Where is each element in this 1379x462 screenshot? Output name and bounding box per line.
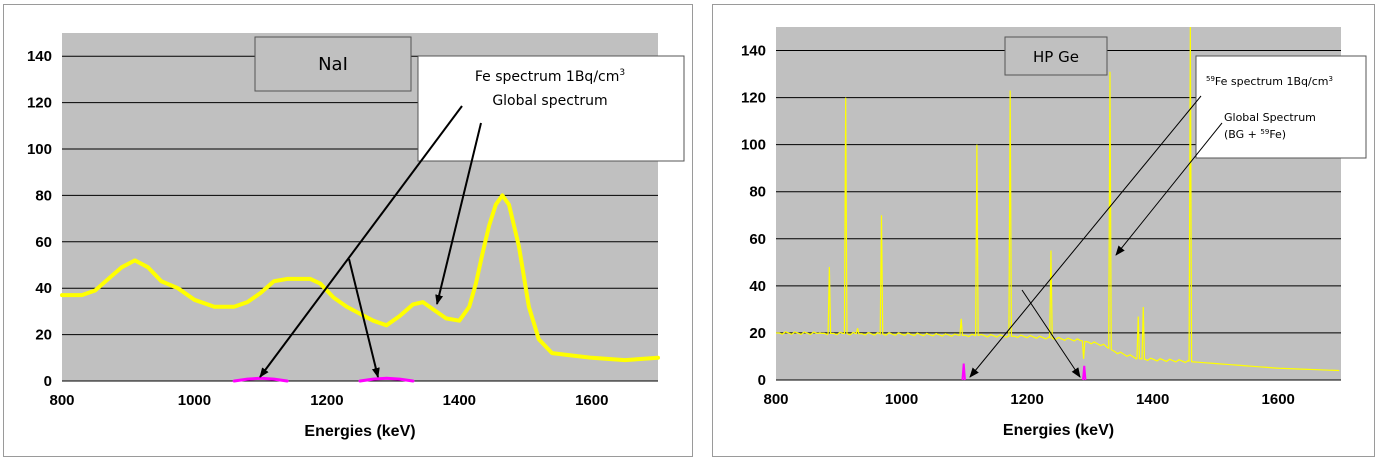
y-tick-label: 120 [741, 90, 766, 107]
y-tick-label: 80 [35, 187, 52, 204]
arrow-to-global-spectrum [1115, 122, 1223, 256]
x-tick-label: 800 [763, 391, 788, 408]
annotation-fe-spectrum: 59Fe spectrum 1Bq/cm3 [1206, 75, 1333, 88]
x-tick-label: 1600 [1262, 391, 1295, 408]
global-spectrum-line [60, 193, 660, 363]
x-axis-label: Energies (keV) [304, 423, 415, 440]
fe-spectrum-peak [961, 363, 966, 381]
y-tick-label: 0 [44, 373, 52, 390]
x-tick-label: 1400 [443, 392, 476, 409]
y-tick-label: 100 [27, 141, 52, 158]
fe-spectrum-peak [1081, 365, 1087, 381]
y-tick-label: 0 [758, 372, 766, 389]
arrow-to-global-spectrum [435, 122, 482, 305]
annotation-box [417, 55, 685, 162]
y-tick-label: 40 [749, 278, 766, 295]
annotation-global-spectrum: Global spectrum [492, 93, 607, 109]
arrow-to-fe-peak-2 [1021, 289, 1081, 378]
annotation-global-spectrum: Global Spectrum [1224, 111, 1316, 124]
y-tick-label: 100 [741, 137, 766, 154]
x-tick-label: 1000 [885, 391, 918, 408]
y-tick-label: 20 [749, 325, 766, 342]
y-tick-label: 80 [749, 184, 766, 201]
fe-spectrum-line [232, 376, 289, 383]
annotation-fe-spectrum: Fe spectrum 1Bq/cm3 [475, 68, 625, 85]
x-tick-label: 800 [49, 392, 74, 409]
x-tick-label: 1600 [575, 392, 608, 409]
arrow-to-fe-peak [259, 105, 463, 378]
y-tick-label: 60 [749, 231, 766, 248]
annotation-box [1195, 55, 1367, 159]
arrow-to-fe-peak-2 [348, 258, 380, 378]
hpge-spectrum-chart: 0 20 40 60 80 100 120 140 800 1000 1200 1400 1600 Ene… [741, 26, 1367, 439]
detector-label-box [254, 36, 412, 92]
detector-label-box [1004, 36, 1108, 76]
fe-spectrum-line [358, 376, 415, 383]
detector-label: NaI [318, 54, 348, 75]
arrow-to-fe-peak [969, 95, 1202, 378]
detector-label: HP Ge [1033, 48, 1079, 66]
global-spectrum-line [775, 26, 1340, 372]
y-tick-label: 140 [741, 43, 766, 60]
x-tick-label: 1000 [178, 392, 211, 409]
x-tick-label: 1200 [1010, 391, 1043, 408]
y-tick-label: 40 [35, 280, 52, 297]
annotation-global-spectrum-composition: (BG + 59Fe) [1224, 128, 1286, 141]
x-axis-label: Energies (keV) [1003, 422, 1114, 439]
y-tick-label: 140 [27, 48, 52, 65]
nai-spectrum-chart: 0 20 40 60 80 100 120 140 800 1000 1200 1400 1600 Ene… [27, 33, 685, 440]
y-tick-label: 60 [35, 234, 52, 251]
hpge-chart-panel: 0 20 40 60 80 100 120 140 800 1000 1200 1400 1600 Ene… [712, 4, 1375, 457]
x-tick-label: 1200 [310, 392, 343, 409]
x-tick-label: 1400 [1136, 391, 1169, 408]
y-tick-label: 20 [35, 327, 52, 344]
nai-chart-panel: 0 20 40 60 80 100 120 140 800 1000 1200 1400 1600 Ene… [3, 4, 693, 457]
y-tick-label: 120 [27, 95, 52, 112]
